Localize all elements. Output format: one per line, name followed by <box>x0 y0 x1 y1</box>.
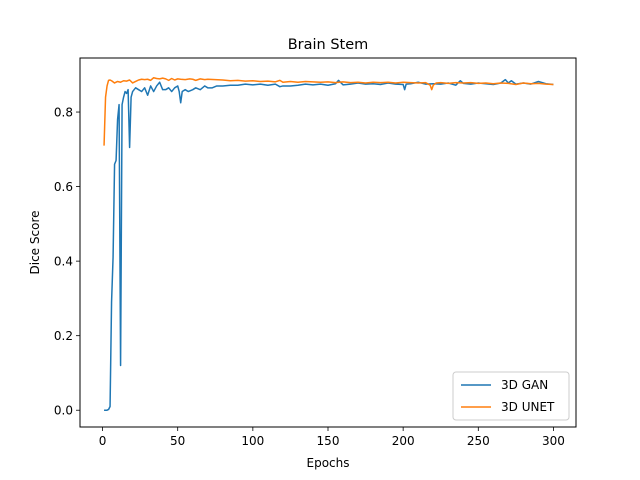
series-line-3d-gan <box>104 78 554 411</box>
x-tick-label: 100 <box>241 434 264 448</box>
legend-label-3d-gan: 3D GAN <box>501 378 548 392</box>
x-tick-label: 300 <box>542 434 565 448</box>
x-tick-label: 200 <box>392 434 415 448</box>
x-tick-label: 250 <box>467 434 490 448</box>
legend-box <box>452 371 570 421</box>
x-tick-label: 150 <box>317 434 340 448</box>
y-tick-label: 0.0 <box>54 404 73 418</box>
plot-lines <box>103 77 554 411</box>
x-axis-title: Epochs <box>307 456 350 470</box>
chart-title: Brain Stem <box>288 37 369 53</box>
x-tick-label: 50 <box>170 434 185 448</box>
legend: 3D GAN 3D UNET <box>452 371 570 421</box>
legend-label-3d-unet: 3D UNET <box>501 400 555 414</box>
series-line-3d-unet <box>103 77 554 146</box>
y-tick-label: 0.2 <box>54 329 73 343</box>
y-axis-title: Dice Score <box>28 211 42 275</box>
y-tick-label: 0.4 <box>54 255 73 269</box>
x-axis: 0 50 100 150 200 250 300 <box>99 427 565 448</box>
y-tick-label: 0.8 <box>54 106 73 120</box>
y-axis: 0.0 0.2 0.4 0.6 0.8 <box>54 106 80 418</box>
y-tick-label: 0.6 <box>54 180 73 194</box>
x-tick-label: 0 <box>99 434 107 448</box>
